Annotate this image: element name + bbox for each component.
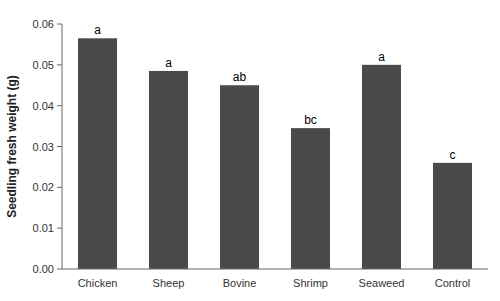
tick-mark [57,228,62,229]
annotation: a [94,23,101,37]
tick-label: Chicken [78,277,118,289]
bar [220,85,259,269]
annotation: a [165,56,172,70]
tick-label: Sheep [153,277,185,289]
annotation: bc [304,113,317,127]
x-axis: Chicken Sheep Bovine Shrimp Seaweed Control [78,277,471,289]
y-axis-line [62,24,63,269]
tick-label: 0.02 [33,181,54,193]
tick-label: Control [435,277,470,289]
annotation: a [378,50,385,64]
x-axis-line [62,269,488,270]
tick-mark [57,24,62,25]
tick-mark [57,64,62,65]
tick-mark [57,269,62,270]
bar [291,128,330,269]
tick-label: Shrimp [293,277,328,289]
bar [362,65,401,269]
tick-label: 0.03 [33,141,54,153]
tick-label: 0.00 [33,263,54,275]
tick-label: 0.04 [33,100,54,112]
tick-label: Seaweed [359,277,405,289]
annotation: c [450,148,456,162]
tick-label: Bovine [223,277,257,289]
bars [78,38,472,269]
y-axis-label: Seedling fresh weight (g) [5,75,19,218]
bar [433,163,472,269]
tick-mark [57,105,62,106]
bar [149,71,188,269]
tick-label: 0.01 [33,222,54,234]
bar [78,38,117,269]
annotations: a a ab bc a c [94,23,455,162]
tick-mark [57,187,62,188]
tick-mark [57,146,62,147]
tick-label: 0.06 [33,18,54,30]
tick-label: 0.05 [33,59,54,71]
chart: 0.00 0.01 0.02 0.03 0.04 0.05 0.06 Seedling fre… [0,0,500,301]
annotation: ab [233,70,247,84]
y-axis: 0.00 0.01 0.02 0.03 0.04 0.05 0.06 [33,18,62,275]
